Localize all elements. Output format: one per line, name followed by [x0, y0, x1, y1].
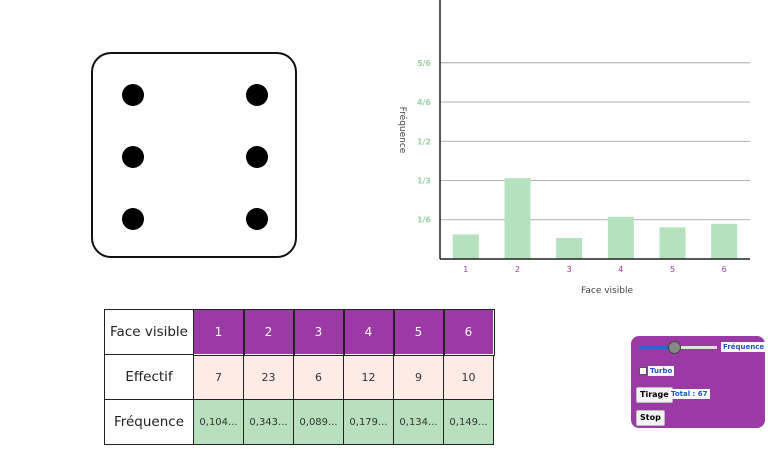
- x-tick-label: 2: [515, 265, 520, 274]
- x-tick-label: 5: [670, 265, 675, 274]
- bar-face-6: [711, 223, 738, 259]
- y-tick-label: 1/2: [417, 137, 431, 146]
- face-cell: 4: [342, 308, 395, 356]
- x-tick-label: 4: [618, 265, 623, 274]
- die-pip-top-right: [246, 84, 268, 106]
- die-pip-bottom-right: [246, 208, 268, 230]
- face-cell: 5: [392, 308, 445, 356]
- die-pip-middle-left: [122, 146, 144, 168]
- control-panel: Fréquence Turbo Tirage Total : 67 Stop: [631, 336, 767, 428]
- tirage-button[interactable]: Tirage: [636, 387, 673, 403]
- speed-slider[interactable]: [639, 341, 717, 354]
- x-tick-label: 1: [463, 265, 468, 274]
- effectif-cell: 6: [293, 354, 344, 400]
- stop-button[interactable]: Stop: [636, 410, 665, 426]
- y-tick-label: 1/3: [417, 177, 431, 186]
- face-cell: 3: [292, 308, 345, 356]
- die-pip-bottom-left: [122, 208, 144, 230]
- turbo-label: Turbo: [648, 366, 675, 376]
- total-counter: Total : 67: [669, 389, 710, 399]
- frequence-cell: 0,104...: [193, 399, 244, 445]
- x-tick-label: 3: [567, 265, 572, 274]
- y-tick-label: 4/6: [417, 98, 431, 107]
- effectif-cell: 9: [393, 354, 444, 400]
- face-cell: 1: [192, 308, 245, 356]
- frequence-cell: 0,089...: [293, 399, 344, 445]
- slider-fill: [639, 346, 675, 349]
- frequency-table: Face visible 1 2 3 4 5 6 Effectif 7 23 6…: [104, 308, 495, 445]
- x-tick-label: 6: [722, 265, 727, 274]
- frequence-cell: 0,149...: [443, 399, 494, 445]
- slider-thumb[interactable]: [668, 341, 682, 354]
- die-pip-middle-right: [246, 146, 268, 168]
- bar-face-3: [556, 237, 583, 259]
- slider-label: Fréquence: [721, 342, 767, 352]
- row-label-effectif: Effectif: [104, 354, 194, 400]
- frequency-bar-chart: 1/6 1/3 1/2 4/6 5/6 1 2 3 4 5 6 Face visible Fréqu…: [397, 0, 750, 296]
- bar-face-1: [452, 234, 479, 259]
- y-tick-label: 1/6: [417, 216, 431, 225]
- row-label-frequence: Fréquence: [104, 399, 194, 445]
- face-cell: 6: [442, 308, 495, 356]
- frequence-cell: 0,134...: [393, 399, 444, 445]
- die: [91, 52, 297, 258]
- frequence-cell: 0,343...: [243, 399, 294, 445]
- table-row-frequence: Fréquence 0,104... 0,343... 0,089... 0,1…: [104, 399, 494, 445]
- row-label-face: Face visible: [104, 309, 194, 355]
- y-tick-label: 5/6: [417, 59, 431, 68]
- effectif-cell: 12: [343, 354, 394, 400]
- bar-face-5: [659, 227, 686, 259]
- face-cell: 2: [242, 308, 295, 356]
- bar-face-2: [504, 178, 531, 259]
- die-pip-top-left: [122, 84, 144, 106]
- y-axis-label: Fréquence: [397, 107, 408, 154]
- effectif-cell: 23: [243, 354, 294, 400]
- table-row-effectif: Effectif 7 23 6 12 9 10: [104, 354, 494, 400]
- turbo-checkbox[interactable]: [639, 367, 647, 375]
- effectif-cell: 10: [443, 354, 494, 400]
- frequence-cell: 0,179...: [343, 399, 394, 445]
- x-axis-label: Face visible: [581, 286, 633, 296]
- table-row-face: Face visible 1 2 3 4 5 6: [104, 308, 495, 356]
- bar-face-4: [607, 216, 634, 259]
- effectif-cell: 7: [193, 354, 244, 400]
